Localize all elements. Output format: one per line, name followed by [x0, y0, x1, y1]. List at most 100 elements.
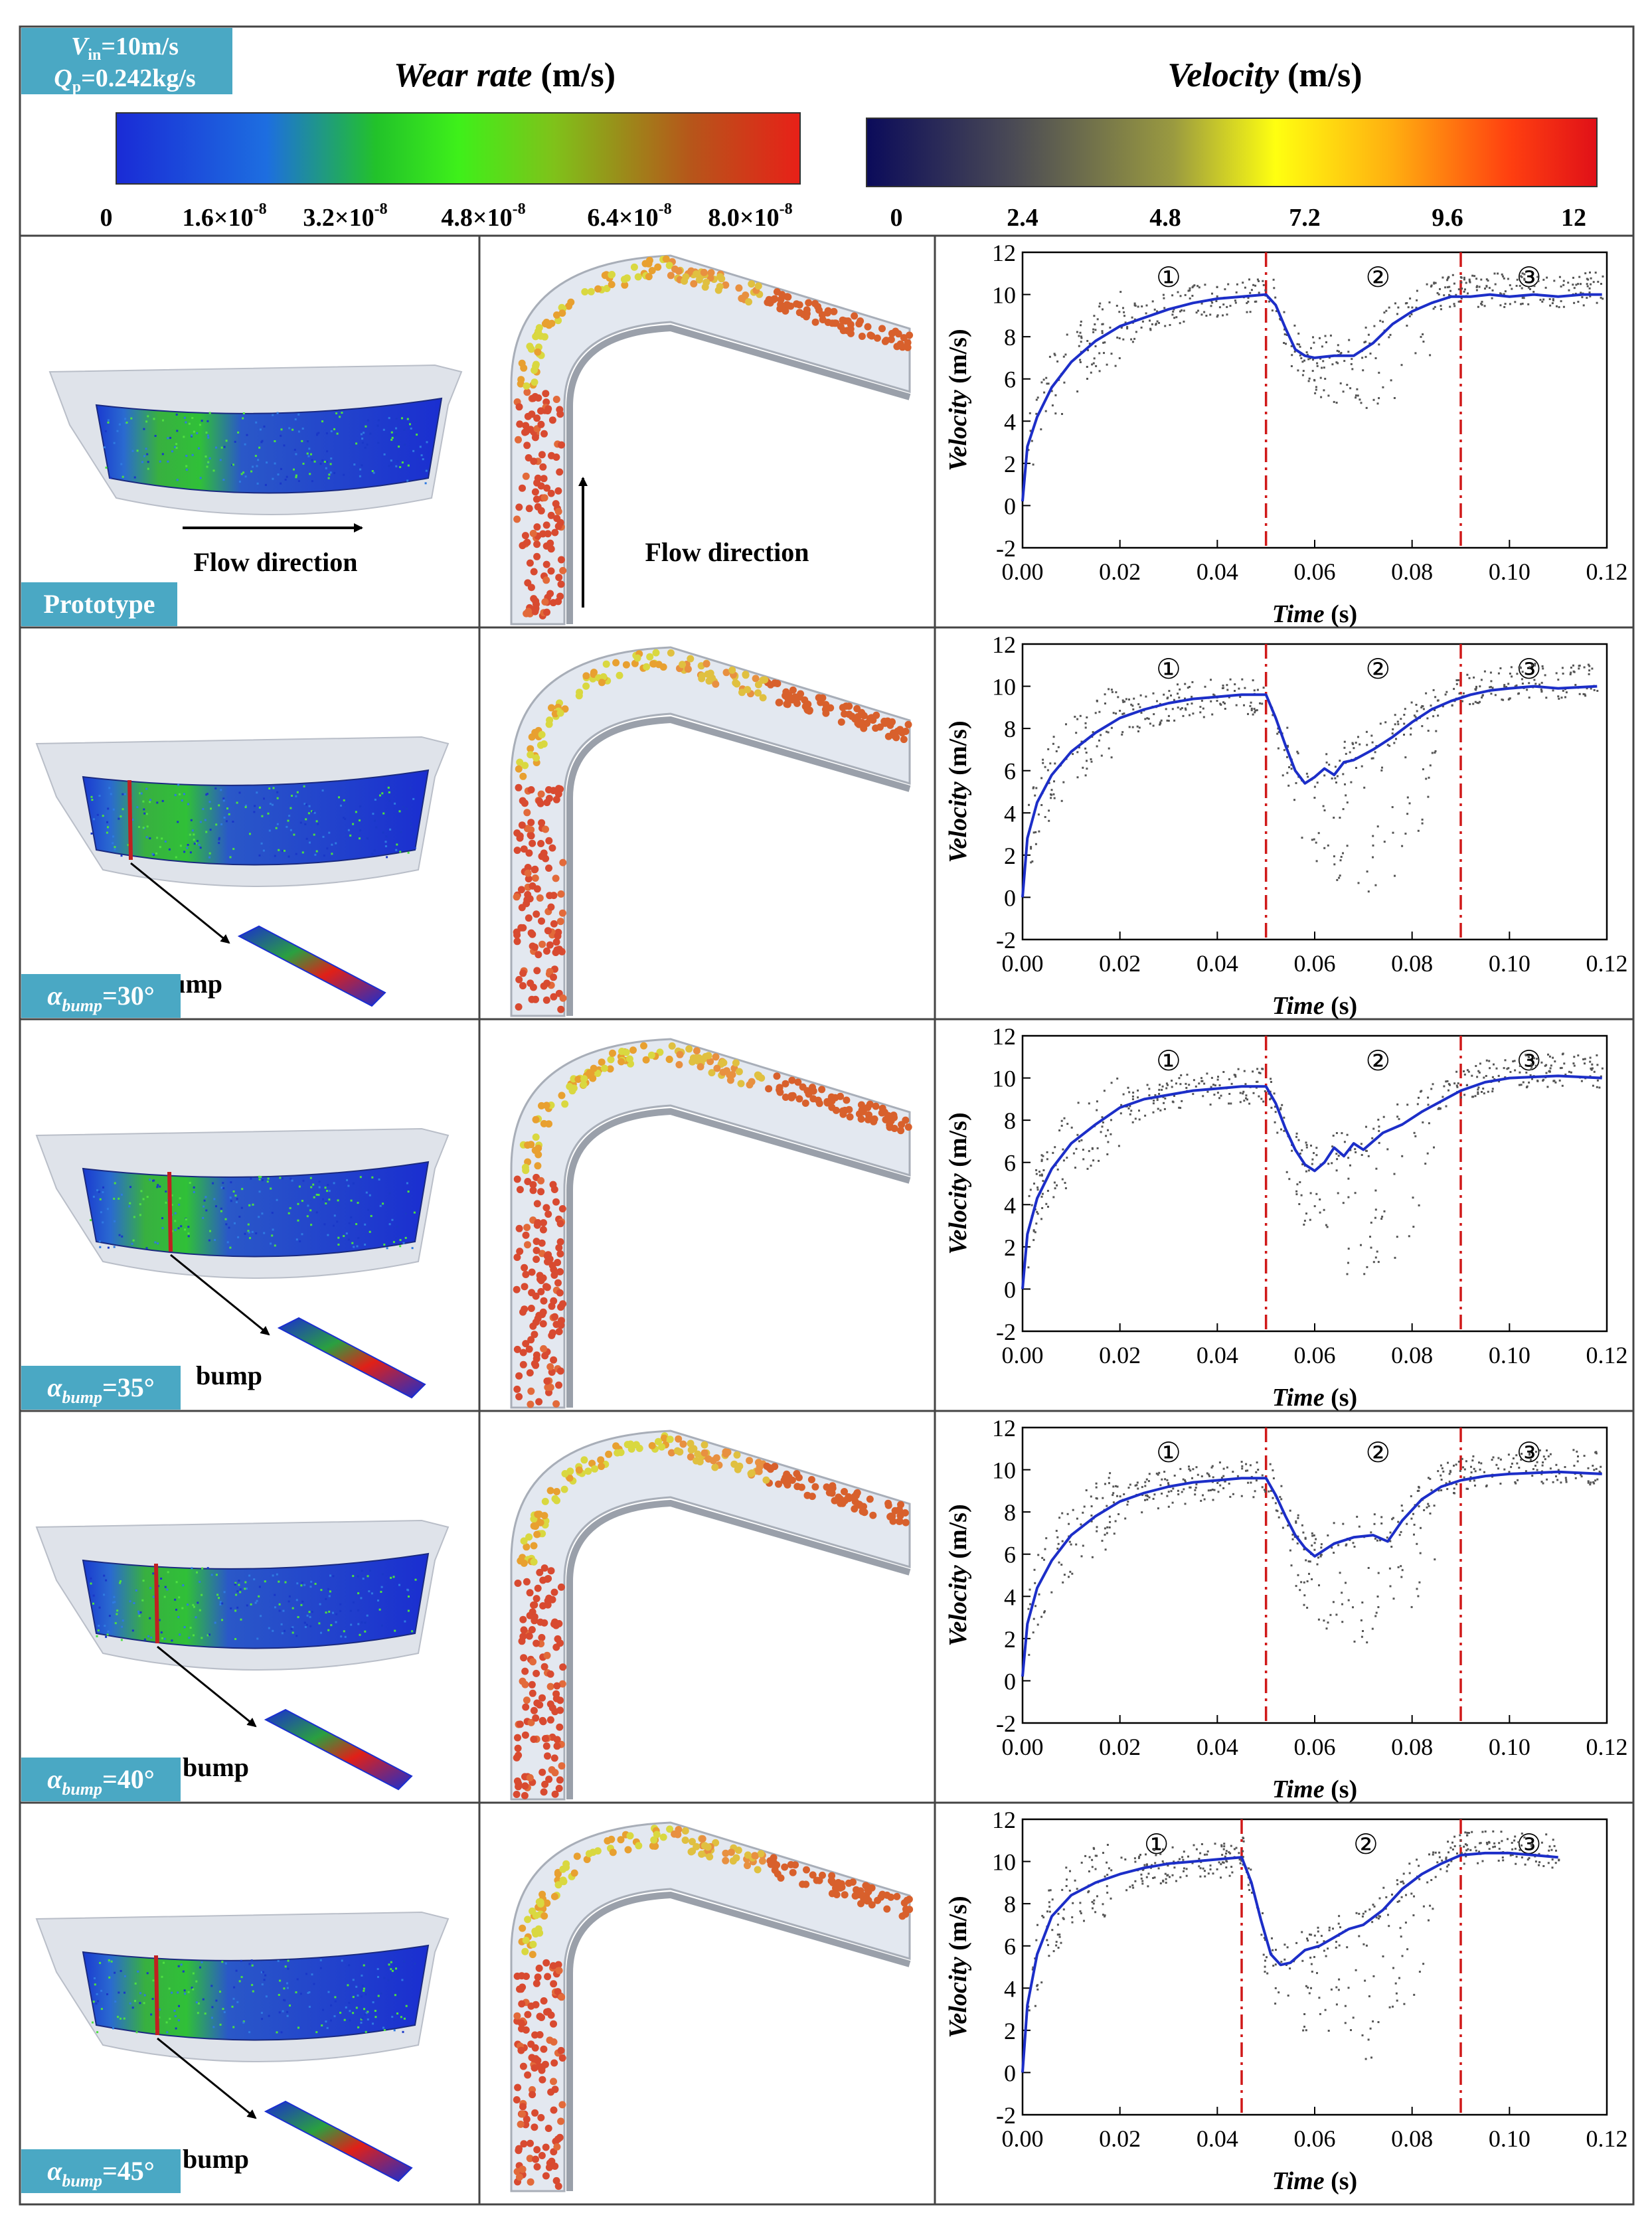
- wear-speckle: [177, 783, 180, 786]
- scatter-point: [1421, 705, 1424, 707]
- wear-speckle: [215, 823, 218, 826]
- scatter-point: [1050, 1591, 1053, 1594]
- particle: [554, 1881, 562, 1889]
- particle: [542, 2172, 550, 2180]
- scatter-point: [1229, 678, 1232, 681]
- scatter-point: [1318, 1584, 1320, 1587]
- scatter-point: [1510, 1465, 1513, 1468]
- wear-speckle: [228, 1226, 230, 1229]
- wear-speckle: [416, 457, 419, 460]
- wear-speckle: [193, 1186, 195, 1189]
- particle: [547, 1567, 555, 1575]
- scatter-point: [1307, 358, 1310, 361]
- scatter-point: [1408, 802, 1411, 805]
- wear-speckle: [382, 2026, 384, 2029]
- scatter-point: [1542, 667, 1544, 670]
- wear-speckle: [249, 833, 251, 835]
- particle: [851, 312, 859, 320]
- wear-speckle: [107, 1246, 110, 1249]
- wear-speckle: [317, 1194, 320, 1196]
- wear-speckle: [175, 1608, 177, 1611]
- wear-speckle: [303, 1621, 306, 1624]
- y-tick-label: 4: [1004, 408, 1016, 435]
- particle: [544, 2125, 552, 2132]
- scatter-point: [1302, 1531, 1305, 1534]
- wear-speckle: [236, 2001, 239, 2003]
- scatter-point: [1423, 1509, 1426, 1511]
- scatter-point: [1586, 285, 1589, 287]
- wear-speckle: [300, 1584, 303, 1587]
- wear-speckle: [343, 473, 345, 476]
- particle: [679, 661, 687, 669]
- scatter-point: [1134, 1484, 1137, 1487]
- scatter-point: [1220, 1094, 1222, 1097]
- scatter-point: [1312, 359, 1314, 361]
- scatter-point: [1274, 296, 1277, 299]
- scatter-point: [1232, 1471, 1234, 1473]
- scatter-point: [1325, 341, 1327, 343]
- scatter-point: [1301, 1149, 1303, 1151]
- particle: [527, 1305, 535, 1312]
- wear-speckle: [333, 471, 336, 474]
- scatter-point: [1061, 1178, 1064, 1181]
- scatter-point: [1511, 675, 1513, 678]
- bump-marker: [154, 1955, 159, 2036]
- wear-speckle: [99, 1198, 102, 1200]
- scatter-point: [1247, 712, 1249, 715]
- scatter-point: [1177, 1493, 1180, 1496]
- scatter-point: [1575, 284, 1578, 286]
- scatter-point: [1315, 1192, 1318, 1195]
- bump-label: bump: [183, 1752, 249, 1782]
- scatter-point: [1465, 1844, 1468, 1847]
- scatter-point: [1171, 1086, 1173, 1088]
- scatter-point: [1590, 283, 1592, 286]
- particle: [734, 1847, 742, 1854]
- particle: [620, 276, 628, 284]
- scatter-point: [1245, 1463, 1248, 1465]
- particle: [904, 343, 912, 351]
- scatter-point: [1460, 281, 1463, 284]
- scatter-point: [1286, 756, 1288, 758]
- wear-speckle: [258, 1216, 260, 1218]
- x-tick-label: 0.08: [1391, 558, 1433, 585]
- wear-speckle: [283, 1987, 286, 1990]
- scatter-point: [1043, 1610, 1046, 1613]
- particle: [754, 282, 762, 290]
- scatter-point: [1449, 1471, 1452, 1473]
- particle: [525, 608, 533, 616]
- wear-speckle: [238, 1216, 241, 1218]
- wear-speckle: [284, 1965, 287, 1968]
- particle: [550, 1588, 558, 1596]
- scatter-point: [1148, 1473, 1151, 1475]
- wear-speckle: [202, 808, 205, 810]
- scatter-point: [1554, 1081, 1557, 1084]
- wear-speckle: [193, 843, 196, 845]
- scatter-point: [1311, 1158, 1314, 1161]
- particle: [866, 1100, 874, 1108]
- wear-speckle: [333, 1182, 335, 1185]
- scatter-point: [1046, 1158, 1048, 1161]
- scatter-point: [1188, 1468, 1191, 1471]
- wear-speckle: [406, 1598, 408, 1600]
- particle: [898, 343, 906, 351]
- scatter-point: [1146, 1499, 1149, 1501]
- wear-speckle: [295, 795, 297, 797]
- particle: [533, 1246, 540, 1254]
- wear-speckle: [147, 467, 149, 470]
- wear-speckle: [359, 475, 361, 477]
- wear-speckle: [312, 1183, 315, 1186]
- wear-speckle: [407, 1191, 410, 1193]
- scatter-point: [1095, 1497, 1098, 1499]
- scatter-point: [1155, 323, 1157, 325]
- scatter-point: [1076, 331, 1078, 333]
- scatter-point: [1202, 707, 1204, 710]
- scatter-point: [1521, 683, 1524, 685]
- scatter-point: [1489, 671, 1492, 674]
- wear-speckle: [283, 849, 286, 852]
- particle: [650, 1836, 658, 1844]
- wear-speckle: [311, 459, 313, 461]
- particle: [893, 1892, 901, 1900]
- particle: [722, 669, 730, 677]
- scatter-point: [1311, 1578, 1313, 1580]
- wear-speckle: [142, 800, 145, 803]
